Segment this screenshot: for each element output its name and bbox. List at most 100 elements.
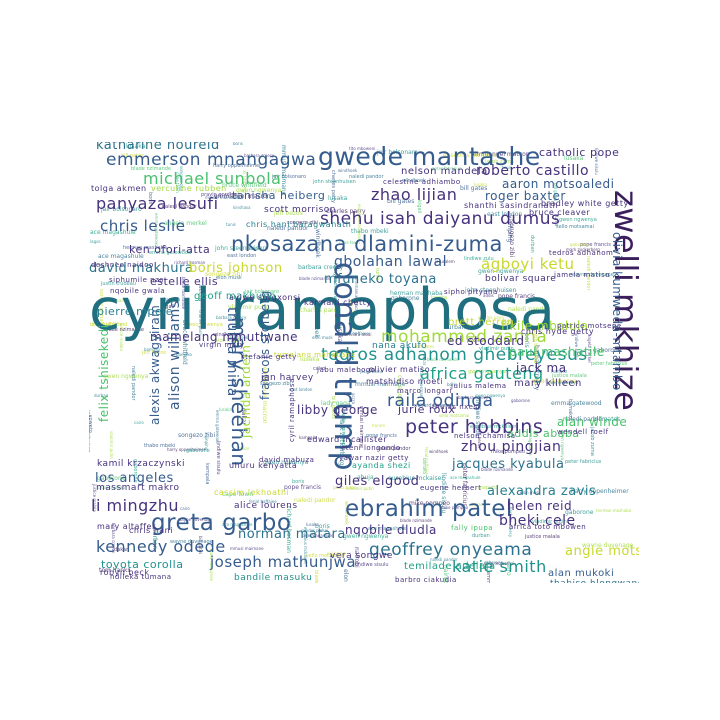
word: ken ofori-atta: [129, 243, 211, 256]
filler-word: gwen ngwenya: [468, 369, 506, 375]
word: panyaza lesufi: [96, 194, 219, 213]
word: yawar nazir getty: [339, 454, 409, 462]
filler-word: harry oppenheimer: [571, 488, 629, 495]
filler-word: bamako: [422, 458, 427, 474]
word: olivier matiso: [369, 365, 431, 374]
filler-word: lusaka: [564, 155, 584, 162]
word: katharine houreld: [96, 142, 220, 153]
filler-word: songezo zibi: [205, 271, 243, 278]
filler-word: pope francis: [284, 484, 322, 491]
word: alice lourens: [234, 501, 298, 511]
filler-word: blade nzimande: [299, 276, 332, 281]
filler-word: richard bosman: [174, 260, 206, 265]
filler-word: jair bolsonaro: [101, 206, 142, 213]
filler-word: sello motsamai: [439, 413, 470, 418]
word: greta garbo: [151, 510, 292, 536]
filler-word: east london: [227, 253, 257, 259]
word: alan winde: [557, 415, 628, 429]
filler-word: durban: [94, 393, 109, 398]
word: norman matara: [238, 527, 346, 542]
word: matshidiso moeti: [366, 377, 444, 386]
filler-word: harare: [551, 369, 568, 375]
filler-word: pope francis: [498, 293, 536, 300]
word: helen reid: [507, 499, 573, 513]
filler-word: gwen ngwenya: [263, 459, 309, 466]
filler-word: bill gates: [416, 344, 435, 349]
word: bolivar square: [485, 274, 557, 284]
word: massmart makro: [96, 483, 180, 493]
filler-word: dakar: [471, 502, 483, 507]
filler-word: emma gatewood: [551, 400, 602, 407]
filler-word: charles parry: [330, 170, 336, 203]
filler-word: kampala: [299, 435, 317, 440]
word: jan harvey: [261, 373, 314, 383]
filler-word: vladimir putin: [532, 519, 567, 525]
filler-word: durban: [472, 533, 490, 539]
word: tolga akmen: [91, 184, 147, 193]
word: mamelang mmutlwane: [150, 330, 299, 344]
filler-word: blade nzimande: [131, 166, 172, 172]
word: michael sunbola: [143, 169, 282, 188]
word: felix tshisekedi: [97, 324, 111, 422]
filler-word: songezo zibi: [178, 432, 216, 439]
word: sipho pityana: [444, 288, 498, 296]
filler-word: jacob zuma: [360, 369, 384, 374]
word: nelson mandela: [401, 166, 488, 177]
filler-word: emma gatewood: [215, 410, 220, 444]
word: deshnee naidoo: [91, 261, 154, 269]
word: jack ma: [516, 361, 567, 375]
filler-word: dakar: [238, 446, 250, 451]
word: bandile masuku: [234, 573, 313, 583]
word: celestine adhiambo: [383, 178, 461, 186]
filler-word: naledi pandor: [349, 174, 384, 180]
filler-word: john steenhuisen: [215, 245, 267, 252]
filler-word: justin trudeau: [101, 281, 136, 287]
filler-word: windhoek: [338, 168, 358, 173]
filler-word: pope francis: [580, 242, 611, 248]
word: chris hyde getty: [521, 327, 595, 336]
filler-word: naledi pandor: [376, 446, 411, 452]
filler-word: naledi pandor: [162, 204, 197, 210]
filler-word: ferial haffajee: [341, 331, 369, 336]
filler-word: richard bosman: [414, 403, 454, 409]
word: fally ipupa: [451, 524, 494, 532]
filler-word: peter fabricius: [432, 166, 462, 171]
filler-word: bill gates: [387, 198, 415, 205]
filler-word: mike pompeo: [441, 505, 469, 510]
word: nqobile dludla: [345, 523, 437, 537]
word: geoffrey onyeama: [369, 540, 533, 560]
filler-word: gwen ngwenya: [475, 393, 506, 398]
filler-word: lusaka: [306, 522, 319, 527]
filler-word: tunis: [502, 165, 512, 170]
filler-word: pravin gordhan: [201, 192, 240, 198]
filler-word: gwen ngwenya: [559, 217, 597, 223]
filler-word: bamako: [176, 352, 192, 357]
word: ayanda shezi: [352, 461, 411, 470]
word: aaron motsoaledi: [502, 177, 615, 191]
filler-word: tito mboweni: [349, 146, 376, 151]
word-cloud: windhoek barbara creecy xi jinping dakar gwe…: [89, 142, 639, 583]
filler-word: peter fabricius: [565, 459, 602, 465]
filler-word: bill gates: [460, 185, 488, 192]
filler-word: wayne duvenage: [170, 539, 213, 545]
filler-word: gwen ngwenya: [478, 268, 524, 275]
filler-word: cape town: [339, 240, 360, 245]
filler-word: narendra modi: [342, 332, 372, 337]
word: chris hani: [129, 526, 173, 535]
word: bradley white getty: [541, 199, 629, 208]
filler-word: maputo: [478, 485, 498, 491]
filler-word: herman mashaba: [390, 290, 443, 297]
word: dayid mabuza: [259, 456, 315, 464]
filler-word: kampala: [204, 463, 210, 485]
word: thabiso hlongwane: [550, 580, 639, 584]
word: mary altaffer: [97, 522, 156, 531]
filler-word: ace magashule: [222, 522, 253, 527]
filler-word: xi jinping: [327, 551, 346, 556]
filler-word: herman mashaba: [123, 245, 167, 251]
word: giles elgood: [335, 474, 420, 489]
filler-word: durban: [444, 324, 466, 331]
filler-word: lusaka: [219, 407, 232, 412]
word: stefanie getty: [241, 353, 297, 361]
filler-word: naledi pandor: [430, 557, 458, 562]
filler-word: jair bolsonaro: [272, 174, 307, 180]
